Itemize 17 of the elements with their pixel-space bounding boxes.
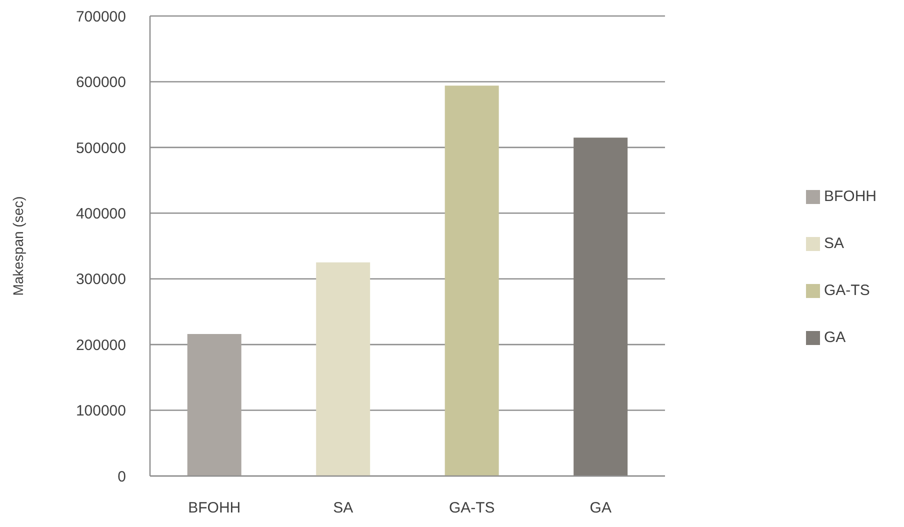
y-axis-title: Makespan (sec) xyxy=(10,196,26,296)
x-tick-label: SA xyxy=(333,500,354,517)
legend-label: GA-TS xyxy=(824,282,870,300)
y-tick-label: 600000 xyxy=(76,74,126,92)
y-tick-label: 400000 xyxy=(76,205,126,222)
y-tick-label: 300000 xyxy=(76,271,126,288)
legend-label: SA xyxy=(824,235,844,252)
y-tick-label: 100000 xyxy=(76,402,126,420)
x-tick-label: BFOHH xyxy=(188,500,241,517)
x-tick-label: GA xyxy=(590,500,612,517)
legend-label: GA xyxy=(824,329,846,346)
legend-label: BFOHH xyxy=(824,188,876,206)
y-tick-label: 200000 xyxy=(76,336,126,354)
y-tick-label: 700000 xyxy=(76,8,126,26)
x-tick-label: GA-TS xyxy=(448,500,495,517)
y-tick-label: 0 xyxy=(118,468,126,486)
y-tick-label: 500000 xyxy=(76,140,126,157)
